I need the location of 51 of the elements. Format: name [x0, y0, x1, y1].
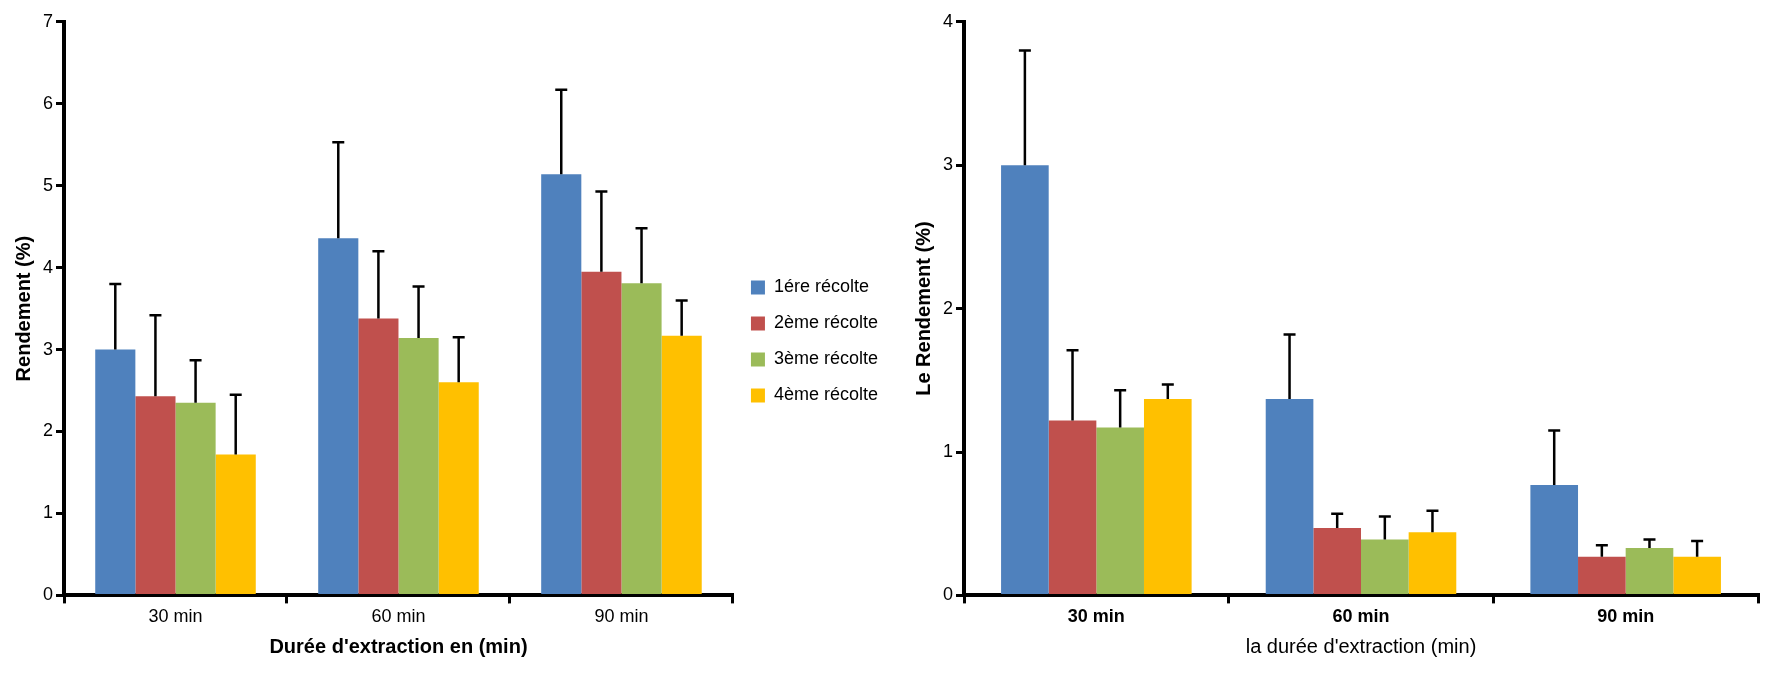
y-tick-label: 1	[43, 502, 54, 523]
y-tick-label: 0	[943, 584, 954, 605]
bar	[95, 349, 136, 594]
y-tick-label: 4	[43, 256, 54, 277]
x-axis-title: la durée d'extraction (min)	[1245, 634, 1477, 657]
bar	[1143, 398, 1192, 594]
legend-label: 4ème récolte	[773, 384, 879, 405]
bar	[438, 382, 479, 594]
bar	[541, 174, 582, 594]
bar	[358, 318, 399, 594]
x-tick-label: 30 min	[1067, 606, 1125, 627]
bar	[1048, 420, 1097, 594]
bar	[621, 283, 662, 594]
x-axis-title: Durée d'extraction en (min)	[269, 634, 528, 657]
y-tick-label: 6	[43, 92, 54, 113]
bar	[1530, 484, 1579, 594]
bar	[1096, 427, 1144, 594]
legend-label: 1ére récolte	[773, 276, 870, 297]
x-tick-label: 90 min	[1597, 606, 1655, 627]
x-tick-label: 60 min	[1332, 606, 1390, 627]
legend-label: 2ème récolte	[773, 312, 879, 333]
x-tick-label: 90 min	[594, 606, 649, 627]
bar	[318, 238, 359, 594]
x-tick-label: 30 min	[148, 606, 203, 627]
bar	[1408, 532, 1457, 594]
y-tick-label: 2	[43, 420, 54, 441]
bar	[1578, 556, 1626, 594]
bar	[175, 402, 216, 594]
y-tick-label: 5	[43, 174, 54, 195]
y-axis-title: Rendement (%)	[11, 235, 34, 382]
bar	[1673, 556, 1721, 594]
y-tick-label: 2	[943, 297, 954, 318]
y-axis-title: Le Rendement (%)	[911, 221, 934, 396]
x-tick-label: 60 min	[371, 606, 426, 627]
bar	[1265, 398, 1314, 594]
y-tick-label: 0	[43, 584, 54, 605]
bar	[215, 454, 256, 594]
bar	[1361, 539, 1409, 594]
bar	[1625, 548, 1674, 594]
y-tick-label: 3	[943, 154, 954, 175]
bar	[1313, 528, 1362, 594]
bar	[661, 335, 702, 594]
bar	[398, 338, 439, 594]
bar	[135, 396, 176, 594]
legend-label: 3ème récolte	[773, 348, 879, 369]
y-tick-label: 4	[943, 10, 954, 31]
y-tick-label: 1	[943, 440, 954, 461]
bar	[581, 271, 622, 594]
y-tick-label: 7	[43, 10, 54, 31]
bar	[1001, 165, 1049, 594]
y-tick-label: 3	[43, 338, 54, 359]
